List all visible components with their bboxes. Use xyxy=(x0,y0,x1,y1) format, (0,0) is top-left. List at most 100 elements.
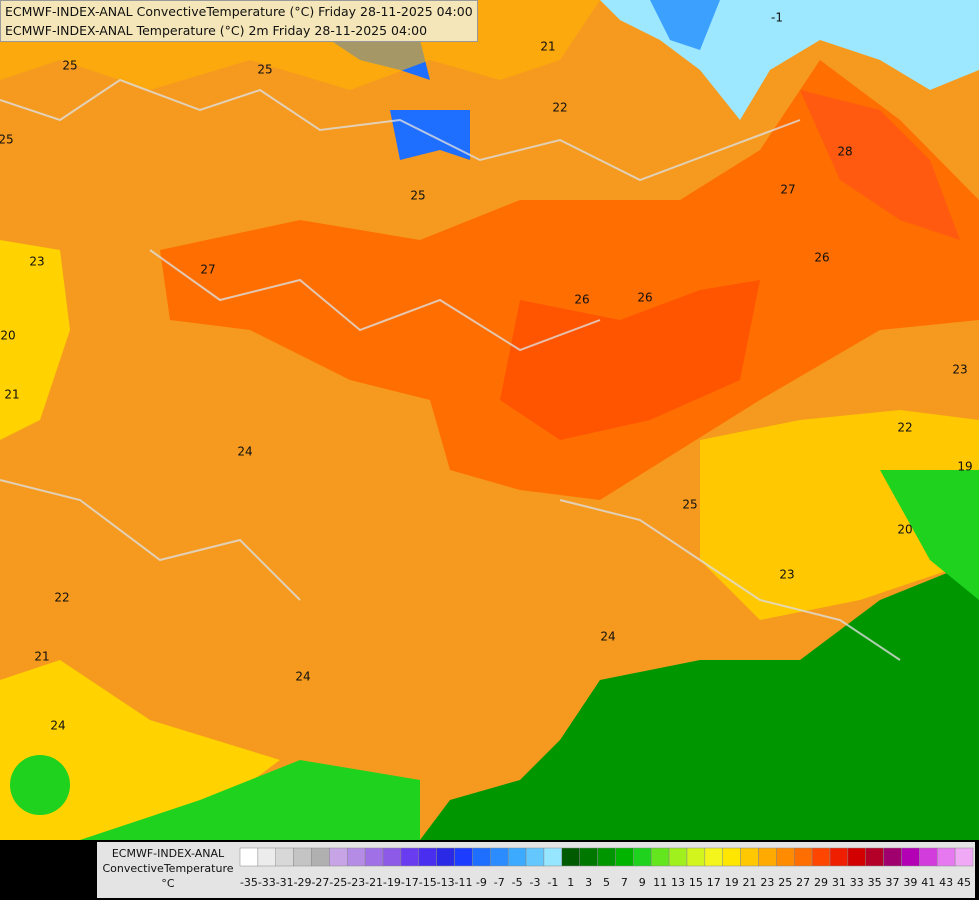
legend-swatch xyxy=(454,847,473,867)
legend-tick-label: 41 xyxy=(921,876,935,889)
legend-swatch xyxy=(490,847,509,867)
legend-tick-label: -35 xyxy=(240,876,258,889)
legend-swatch xyxy=(257,847,277,867)
contour-label: 21 xyxy=(4,388,19,402)
legend-tick-label: 7 xyxy=(621,876,628,889)
legend-tick-label: 11 xyxy=(653,876,667,889)
legend-tick-label: 3 xyxy=(585,876,592,889)
legend-swatch xyxy=(275,847,294,867)
contour-label: 24 xyxy=(295,670,310,684)
legend-tick-label: -25 xyxy=(329,876,347,889)
legend-swatch xyxy=(382,847,402,867)
contour-label: 25 xyxy=(257,63,272,77)
legend-tick-label: -13 xyxy=(437,876,455,889)
legend-swatch xyxy=(364,847,384,867)
legend-tick-label: -31 xyxy=(276,876,294,889)
legend-tick-label: -3 xyxy=(530,876,541,889)
legend-swatch xyxy=(597,847,616,867)
legend-tick-label: 9 xyxy=(639,876,646,889)
legend-swatch xyxy=(633,847,652,867)
legend-swatch xyxy=(400,847,420,867)
legend-swatch xyxy=(507,847,527,867)
legend-swatch xyxy=(239,847,259,867)
contour-label: 27 xyxy=(200,263,215,277)
legend-swatch xyxy=(293,847,312,867)
legend-swatch xyxy=(686,847,706,867)
legend-swatch xyxy=(936,847,956,867)
contour-label: 21 xyxy=(540,40,555,54)
legend-tick-label: 27 xyxy=(796,876,810,889)
legend-swatch xyxy=(436,847,455,867)
legend-swatch xyxy=(472,847,491,867)
legend-swatch xyxy=(901,847,920,867)
contour-label: 21 xyxy=(34,650,49,664)
contour-label: 25 xyxy=(682,498,697,512)
legend-tick-label: 13 xyxy=(671,876,685,889)
contour-label: 27 xyxy=(780,183,795,197)
legend-swatch xyxy=(740,847,759,867)
legend-tick-label: -27 xyxy=(311,876,329,889)
legend-swatch xyxy=(525,847,545,867)
contour-label: 23 xyxy=(952,363,967,377)
green-area xyxy=(420,560,979,840)
contour-label: 26 xyxy=(574,293,589,307)
legend-swatch xyxy=(615,847,634,867)
contour-label: 26 xyxy=(814,251,829,265)
contour-label: 25 xyxy=(62,59,77,73)
legend-swatch xyxy=(668,847,688,867)
contour-label: 26 xyxy=(637,291,652,305)
contour-label: 22 xyxy=(54,591,69,605)
legend-tick-label: -19 xyxy=(383,876,401,889)
legend-swatch xyxy=(561,847,580,867)
warm-core xyxy=(500,280,760,440)
cool-area xyxy=(0,660,280,840)
contour-label: 28 xyxy=(837,145,852,159)
legend-tick-label: 23 xyxy=(760,876,774,889)
contour-label: 19 xyxy=(957,460,972,474)
legend-swatch xyxy=(883,847,902,867)
legend-swatch xyxy=(418,847,437,867)
header-line: ECMWF-INDEX-ANAL ConvectiveTemperature (… xyxy=(5,4,473,19)
legend-swatch xyxy=(811,847,831,867)
contour-label: 22 xyxy=(552,101,567,115)
legend-title: ECMWF-INDEX-ANAL xyxy=(112,847,225,860)
warm-core xyxy=(800,90,960,240)
cold-core xyxy=(650,0,720,50)
legend-swatch xyxy=(347,847,366,867)
contour-label: 25 xyxy=(410,189,425,203)
legend-tick-label: -9 xyxy=(476,876,487,889)
legend-swatch xyxy=(704,847,723,867)
legend-tick-label: -15 xyxy=(419,876,437,889)
legend-tick-label: 1 xyxy=(567,876,574,889)
legend-tick-label: 21 xyxy=(743,876,757,889)
contour-label: -1 xyxy=(771,11,783,25)
legend-tick-label: -1 xyxy=(547,876,558,889)
legend-tick-label: 39 xyxy=(903,876,917,889)
legend-swatch xyxy=(579,847,598,867)
legend-tick-label: -29 xyxy=(294,876,312,889)
contour-label: 25 xyxy=(0,133,14,147)
contour-label: 23 xyxy=(29,255,44,269)
legend-tick-label: 31 xyxy=(832,876,846,889)
legend-swatch xyxy=(650,847,670,867)
legend-title: °C xyxy=(161,877,175,890)
contour-label: 24 xyxy=(237,445,252,459)
warm-area xyxy=(160,60,979,500)
green-area xyxy=(880,470,979,600)
legend-tick-label: 17 xyxy=(707,876,721,889)
legend-tick-label: 35 xyxy=(868,876,882,889)
cool-area xyxy=(700,410,979,620)
legend-swatch xyxy=(954,847,974,867)
cool-area xyxy=(0,240,70,440)
legend-swatch xyxy=(311,847,330,867)
legend-swatch xyxy=(829,847,849,867)
legend-title: ConvectiveTemperature xyxy=(102,862,233,875)
legend-swatch xyxy=(543,847,563,867)
contour-label: 22 xyxy=(897,421,912,435)
borders xyxy=(0,78,901,661)
legend-tick-label: 29 xyxy=(814,876,828,889)
legend-swatch xyxy=(865,847,884,867)
legend-tick-label: -21 xyxy=(365,876,383,889)
